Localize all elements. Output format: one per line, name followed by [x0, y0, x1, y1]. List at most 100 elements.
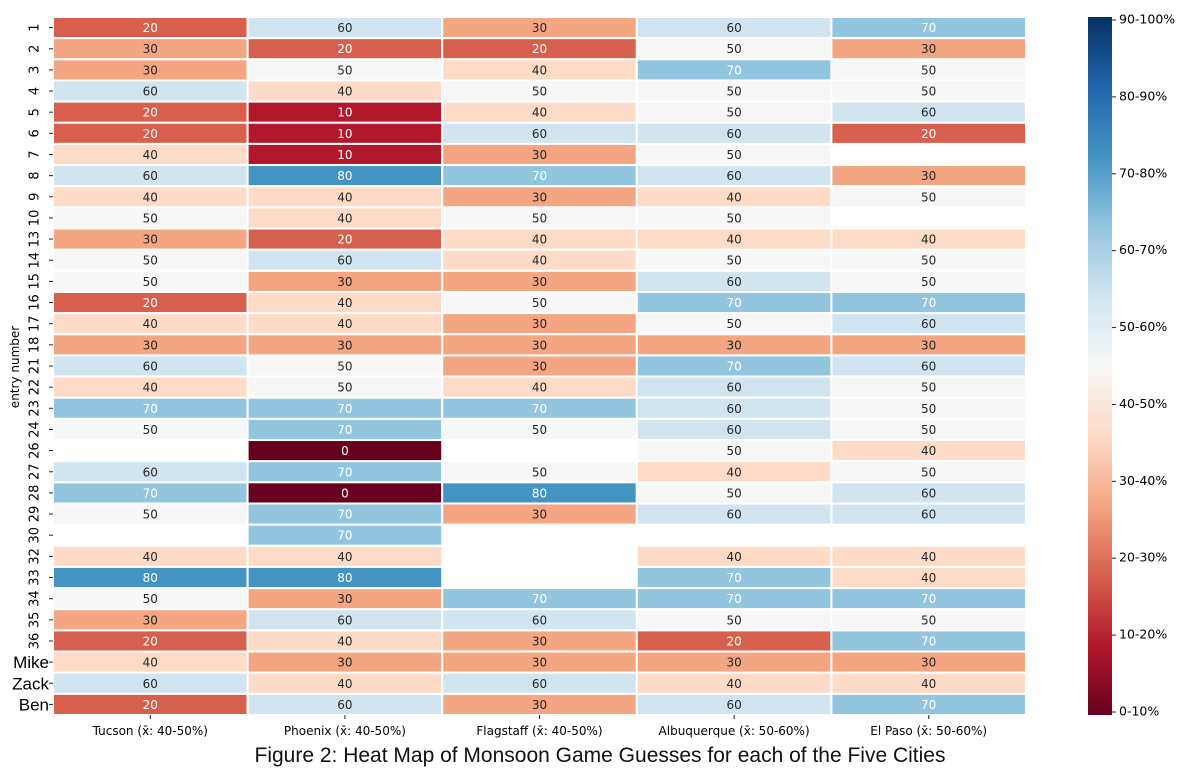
cell-value-label: 30 [532, 317, 547, 331]
cell-value-label: 50 [143, 508, 158, 522]
cell-value-label: 0 [341, 486, 349, 500]
cell-value-label: 30 [532, 148, 547, 162]
cell-value-label: 50 [532, 465, 547, 479]
cell-value-label: 60 [726, 21, 741, 35]
row-label: 36 [28, 633, 43, 650]
cell-value-label: 30 [337, 656, 352, 670]
cell-value-label: 70 [921, 21, 936, 35]
colorbar-label: 70-80% [1119, 165, 1167, 180]
cell-value-label: 30 [921, 169, 936, 183]
cell-value-label: 80 [337, 169, 352, 183]
cell-value-label: 70 [921, 592, 936, 606]
cell-value-label: 30 [921, 338, 936, 352]
column-label: Flagstaff (x̄: 40-50%) [476, 724, 602, 738]
cell-value-label: 50 [726, 106, 741, 120]
cell-value-label: 50 [921, 190, 936, 204]
cell-value-label: 70 [726, 63, 741, 77]
cell-value-label: 70 [921, 634, 936, 648]
row-label: 35 [28, 612, 43, 629]
cell-value-label: 50 [337, 381, 352, 395]
row-label: 10 [28, 210, 43, 227]
heatmap-cell [830, 185, 1028, 209]
cell-value-label: 60 [921, 317, 936, 331]
cell-value-label: 40 [726, 190, 741, 204]
cell-value-label: 60 [726, 508, 741, 522]
cell-value-label: 70 [337, 529, 352, 543]
cell-value-label: 60 [337, 254, 352, 268]
cell-value-label: 30 [726, 338, 741, 352]
row-label: 7 [28, 150, 43, 158]
cell-value-label: 50 [921, 275, 936, 289]
cell-value-label: 30 [532, 698, 547, 712]
heatmap-cell [830, 121, 1028, 145]
cell-value-label: 50 [921, 381, 936, 395]
cell-value-label: 50 [532, 296, 547, 310]
cell-value-label: 60 [143, 360, 158, 374]
cell-value-label: 70 [143, 402, 158, 416]
cell-value-label: 60 [337, 613, 352, 627]
cell-value-label: 40 [921, 677, 936, 691]
cell-value-label: 20 [726, 634, 741, 648]
cell-value-label: 50 [726, 444, 741, 458]
cell-value-label: 20 [143, 21, 158, 35]
cell-value-label: 50 [726, 42, 741, 56]
cell-value-label: 40 [726, 677, 741, 691]
cell-value-label: 30 [532, 338, 547, 352]
cell-value-label: 40 [921, 550, 936, 564]
cell-value-label: 30 [143, 233, 158, 247]
cell-value-label: 40 [337, 634, 352, 648]
cell-value-label: 80 [532, 486, 547, 500]
colorbar-label: 0-10% [1119, 704, 1159, 719]
row-label: 2 [28, 45, 43, 53]
row-label: 4 [28, 87, 43, 95]
cell-value-label: 30 [726, 656, 741, 670]
cell-value-label: 70 [726, 296, 741, 310]
cell-value-label: 40 [143, 317, 158, 331]
cell-value-label: 50 [143, 211, 158, 225]
cell-value-label: 10 [337, 148, 352, 162]
cell-value-label: 60 [726, 381, 741, 395]
cell-value-label: 20 [143, 106, 158, 120]
cell-value-label: 60 [532, 677, 547, 691]
cell-value-label: 40 [921, 571, 936, 585]
column-label: Phoenix (x̄: 40-50%) [284, 724, 406, 738]
cell-value-label: 30 [532, 275, 547, 289]
cell-value-label: 70 [337, 423, 352, 437]
cell-value-label: 40 [532, 254, 547, 268]
colorbar: 0-10% 10-20% 20-30% 30-40% 40-50% 50-60% 60-70… [1088, 12, 1175, 719]
cell-value-label: 20 [143, 296, 158, 310]
cell-value-label: 60 [532, 127, 547, 141]
colorbar-label: 80-90% [1119, 88, 1167, 103]
row-label: 24 [28, 421, 43, 438]
column-labels: Tucson (x̄: 40-50%) Phoenix (x̄: 40-50%) F… [92, 715, 987, 738]
cell-value-label: 60 [726, 698, 741, 712]
cell-value-label: 40 [532, 381, 547, 395]
cell-value-label: 60 [143, 677, 158, 691]
figure-caption: Figure 2: Heat Map of Monsoon Game Guess… [254, 744, 946, 767]
cell-value-label: 70 [726, 592, 741, 606]
cell-value-label: 50 [143, 592, 158, 606]
cell-value-label: 50 [921, 465, 936, 479]
cell-value-label: 70 [726, 360, 741, 374]
cell-value-label: 30 [532, 634, 547, 648]
cell-value-label: 30 [532, 21, 547, 35]
row-label: 21 [28, 358, 43, 375]
cell-value-label: 50 [921, 254, 936, 268]
cell-value-label: 60 [726, 275, 741, 289]
cell-value-label: 50 [921, 63, 936, 77]
cell-value-label: 50 [921, 423, 936, 437]
cell-value-label: 50 [726, 486, 741, 500]
colorbar-gradient [1088, 17, 1112, 715]
colorbar-label: 10-20% [1119, 627, 1167, 642]
cell-value-label: 40 [337, 211, 352, 225]
row-label: 30 [28, 527, 43, 544]
cell-value-label: 40 [143, 550, 158, 564]
cell-value-label: 60 [921, 106, 936, 120]
row-label: 32 [28, 548, 43, 565]
cell-value-label: 50 [726, 148, 741, 162]
cell-value-label: 50 [143, 423, 158, 437]
cell-value-label: 40 [921, 233, 936, 247]
cell-value-label: 70 [921, 296, 936, 310]
cell-value-label: 50 [532, 85, 547, 99]
